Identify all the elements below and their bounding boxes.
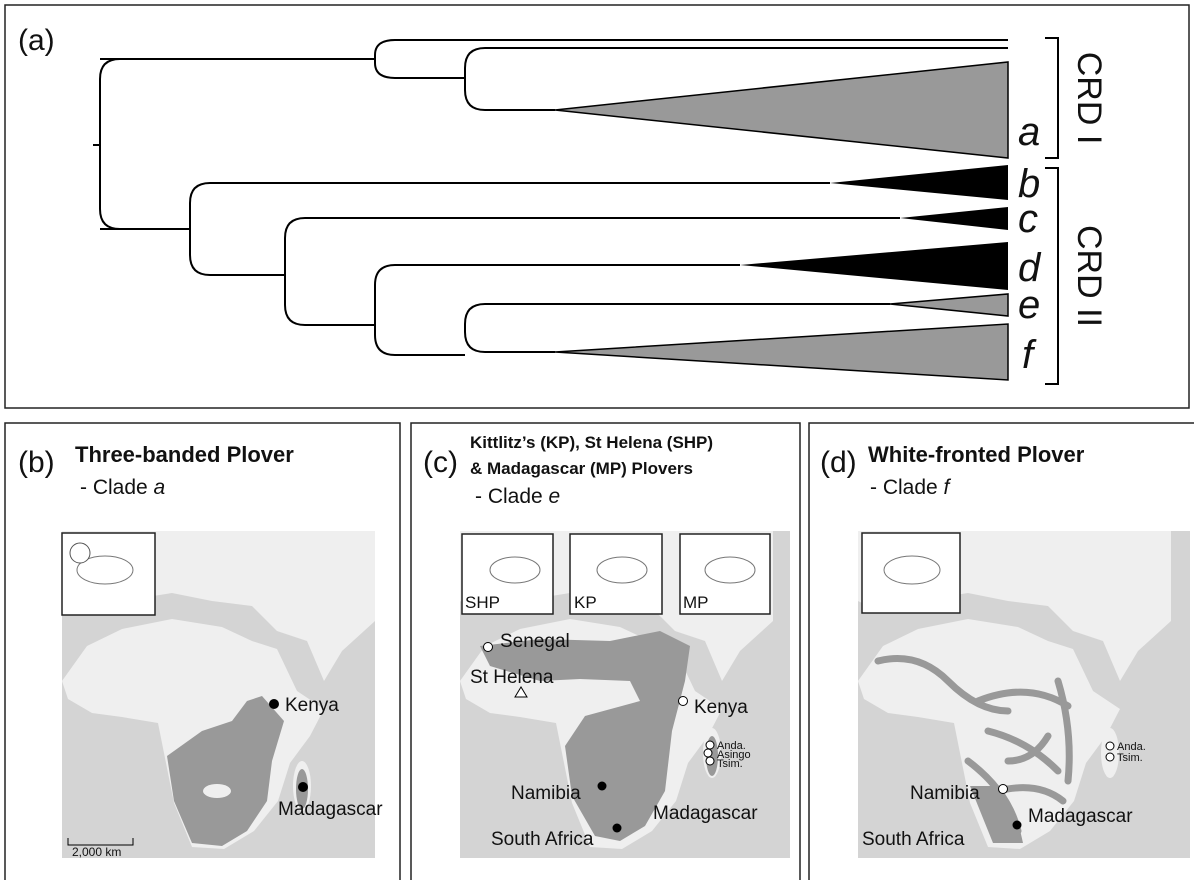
clade-name: e [549, 485, 561, 508]
clade-caption: - Clade a [80, 476, 165, 499]
panel-label: (d) [820, 446, 857, 479]
place-label: St Helena [470, 667, 554, 688]
site-dot [704, 749, 712, 757]
place-label: Namibia [511, 783, 581, 804]
panel-a-frame [5, 5, 1189, 408]
land [203, 784, 231, 798]
clade-prefix: - Clade [475, 485, 543, 508]
clade-name: a [154, 476, 166, 499]
place-label: Madagascar [278, 799, 383, 820]
panel-title: Three-banded Plover [75, 442, 294, 467]
site-dot [269, 699, 279, 709]
place-label: Kenya [694, 697, 748, 718]
clade-prefix: - Clade [870, 476, 938, 499]
panel-title: Kittlitz’s (KP), St Helena (SHP) [470, 433, 713, 452]
bird [884, 556, 940, 584]
panel-title: White-fronted Plover [868, 442, 1085, 467]
clade-prefix: - Clade [80, 476, 148, 499]
bird-boxes: SHP KP MP [462, 534, 770, 614]
site-dot [706, 741, 714, 749]
site-dot [598, 782, 607, 791]
group-label: CRD II [1070, 225, 1108, 327]
figure: (a) a b c d e f CRD I CRD II (b) Three-b… [0, 0, 1194, 880]
bird-label: MP [683, 593, 709, 612]
site-dot [1106, 742, 1114, 750]
site-dot [298, 782, 308, 792]
site-dot [706, 757, 714, 765]
clade-caption: - Clade e [475, 485, 560, 508]
group-label: CRD I [1070, 52, 1108, 145]
panel-label: (b) [18, 446, 55, 479]
bird [490, 557, 540, 583]
bird [597, 557, 647, 583]
clade-caption: - Clade f [870, 476, 952, 499]
place-label: Madagascar [653, 803, 758, 824]
place-label: Senegal [500, 631, 570, 652]
place-label: South Africa [491, 829, 594, 850]
place-label: Tsim. [717, 758, 743, 770]
panel-label: (a) [18, 24, 55, 57]
bird-label: KP [574, 593, 597, 612]
site-dot [1013, 821, 1022, 830]
site-dot [484, 643, 493, 652]
bird-label: SHP [465, 593, 500, 612]
bird [70, 543, 90, 563]
site-dot [613, 824, 622, 833]
scale-label: 2,000 km [72, 845, 121, 859]
place-label: Madagascar [1028, 806, 1133, 827]
place-label: Tsim. [1117, 752, 1143, 764]
place-label: South Africa [862, 829, 965, 850]
bird [705, 557, 755, 583]
clade-label: a [1018, 110, 1040, 154]
place-label: Kenya [285, 695, 339, 716]
panel-title: & Madagascar (MP) Plovers [470, 459, 693, 478]
panel-label: (c) [423, 446, 458, 479]
site-dot [1106, 753, 1114, 761]
clade-label: c [1018, 197, 1038, 241]
site-dot [999, 785, 1008, 794]
place-label: Namibia [910, 783, 980, 804]
site-dot [679, 697, 688, 706]
clade-label: e [1018, 283, 1040, 327]
